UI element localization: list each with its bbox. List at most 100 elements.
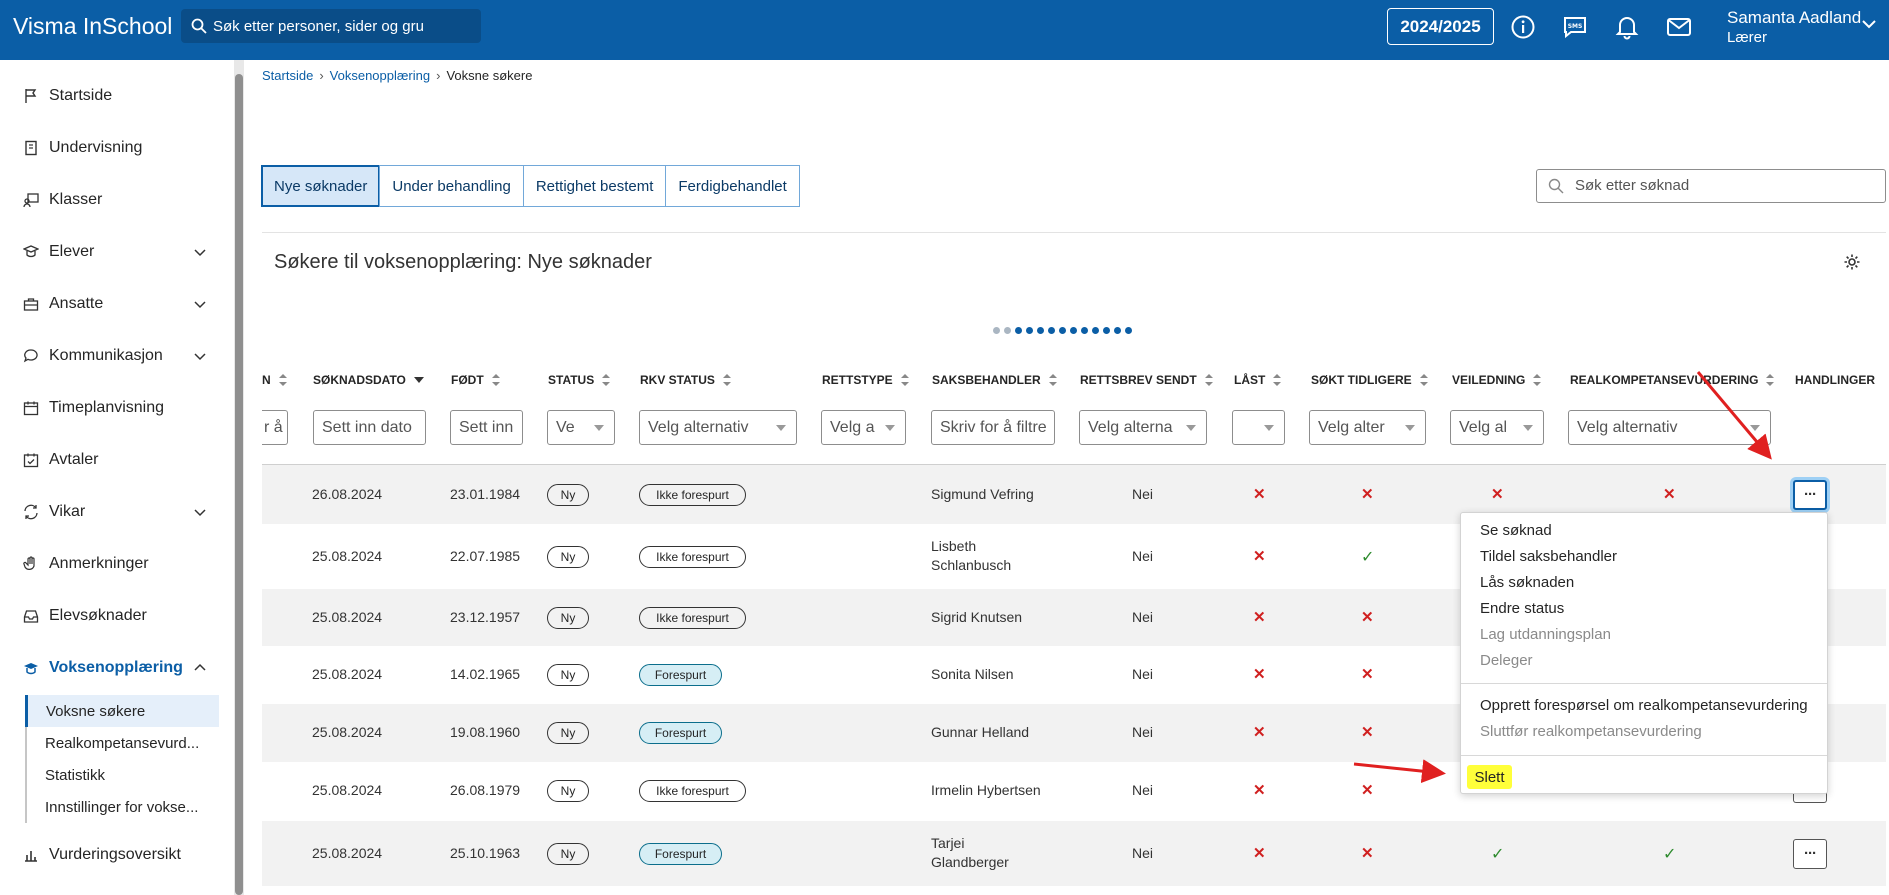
menu-item-las-soknaden[interactable]: Lås søknaden: [1480, 574, 1575, 591]
chevron-down-icon[interactable]: [193, 349, 207, 363]
scroll-dot[interactable]: [1059, 327, 1066, 334]
app-title[interactable]: Visma InSchool: [13, 13, 173, 39]
sort-icon[interactable]: [278, 374, 287, 386]
sidebar-item-elever[interactable]: Elever: [23, 238, 206, 266]
filter-fodt[interactable]: Sett inn: [450, 410, 523, 445]
tab-under-behandling[interactable]: Under behandling: [379, 165, 524, 207]
sort-icon[interactable]: [900, 374, 909, 386]
mail-icon[interactable]: [1666, 14, 1692, 40]
tab-nye-soknader[interactable]: Nye søknader: [261, 165, 381, 207]
scroll-dot[interactable]: [1048, 327, 1055, 334]
sort-icon[interactable]: [1419, 374, 1428, 386]
column-header-realkompetansevurdering[interactable]: REALKOMPETANSEVURDERING: [1570, 372, 1775, 388]
sidebar-item-undervisning[interactable]: Undervisning: [23, 134, 142, 162]
column-header-last[interactable]: LÅST: [1234, 372, 1282, 388]
menu-item-se-soknad[interactable]: Se søknad: [1480, 522, 1552, 539]
table-row[interactable]: [262, 821, 1886, 886]
sort-icon[interactable]: [1533, 374, 1542, 386]
tab-rettighet-bestemt[interactable]: Rettighet bestemt: [522, 165, 667, 207]
menu-item-tildel-saksbehandler[interactable]: Tildel saksbehandler: [1480, 548, 1618, 565]
school-year-button[interactable]: 2024/2025: [1387, 8, 1494, 45]
column-scroll-indicator[interactable]: [993, 327, 1136, 334]
scroll-dot[interactable]: [1070, 327, 1077, 334]
filter-realkompetansevurdering[interactable]: Velg alternativ: [1568, 410, 1771, 445]
sort-icon[interactable]: [1766, 374, 1775, 386]
subitem-realkompetansevurdering[interactable]: Realkompetansevurd...: [25, 727, 219, 759]
filter-sokt-tidligere[interactable]: Velg alter: [1309, 410, 1426, 445]
sort-icon[interactable]: [491, 374, 500, 386]
sort-icon[interactable]: [1204, 374, 1213, 386]
user-name[interactable]: Samanta Aadland: [1727, 8, 1862, 27]
chevron-up-icon[interactable]: [193, 661, 207, 675]
sort-icon[interactable]: [602, 374, 611, 386]
info-icon[interactable]: [1510, 14, 1536, 40]
filter-rettstype[interactable]: Velg a: [821, 410, 906, 445]
sidebar-item-avtaler[interactable]: Avtaler: [23, 446, 99, 474]
global-search[interactable]: [181, 9, 481, 43]
column-header-fodt[interactable]: FØDT: [451, 372, 500, 388]
filter-last[interactable]: [1232, 410, 1285, 445]
column-header-soknadsdato[interactable]: SØKNADSDATO: [313, 372, 424, 388]
scroll-dot[interactable]: [1103, 327, 1110, 334]
menu-item-endre-status[interactable]: Endre status: [1480, 600, 1565, 617]
tab-ferdigbehandlet[interactable]: Ferdigbehandlet: [665, 165, 800, 207]
column-header-rkv-status[interactable]: RKV STATUS: [640, 372, 731, 388]
scroll-dot[interactable]: [1081, 327, 1088, 334]
sidebar-item-ansatte[interactable]: Ansatte: [23, 290, 206, 318]
filter-rkv-status[interactable]: Velg alternativ: [639, 410, 797, 445]
filter-status[interactable]: Ve: [547, 410, 615, 445]
subitem-innstillinger[interactable]: Innstillinger for vokse...: [25, 791, 219, 823]
scroll-dot[interactable]: [1004, 327, 1011, 334]
subitem-statistikk[interactable]: Statistikk: [25, 759, 219, 791]
scroll-dot[interactable]: [1026, 327, 1033, 334]
actions-button-focused[interactable]: ···: [1793, 479, 1827, 510]
sort-desc-icon[interactable]: [413, 377, 424, 383]
column-header-partial[interactable]: N: [262, 372, 287, 388]
sidebar-item-startside[interactable]: Startside: [23, 82, 112, 110]
scroll-dot[interactable]: [1037, 327, 1044, 334]
subitem-voksne-sokere[interactable]: Voksne søkere: [25, 695, 219, 727]
column-header-saksbehandler[interactable]: SAKSBEHANDLER: [932, 372, 1057, 388]
chevron-down-icon[interactable]: [193, 505, 207, 519]
chevron-down-icon[interactable]: [1861, 18, 1877, 30]
chevron-down-icon[interactable]: [193, 245, 207, 259]
sms-icon[interactable]: SMS: [1562, 14, 1588, 40]
scroll-dot[interactable]: [1015, 327, 1022, 334]
sidebar-item-voksenopplaering[interactable]: Voksenopplæring: [23, 654, 206, 682]
sidebar-scroll-thumb[interactable]: [235, 74, 243, 895]
sidebar-item-kommunikasjon[interactable]: Kommunikasjon: [23, 342, 206, 370]
breadcrumb-startside[interactable]: Startside: [262, 68, 314, 83]
global-search-input[interactable]: [213, 16, 473, 36]
application-search[interactable]: [1536, 169, 1886, 203]
sort-icon[interactable]: [1048, 374, 1057, 386]
sort-icon[interactable]: [1273, 374, 1282, 386]
scroll-dot[interactable]: [1092, 327, 1099, 334]
breadcrumb-voksenopplaering[interactable]: Voksenopplæring: [329, 68, 431, 83]
menu-item-slett[interactable]: Slett: [1467, 765, 1512, 789]
filter-rettsbrev-sendt[interactable]: Velg alterna: [1079, 410, 1207, 445]
sidebar-item-vurderingsoversikt[interactable]: Vurderingsoversikt: [23, 841, 181, 869]
application-search-input[interactable]: [1575, 177, 1875, 194]
sort-icon[interactable]: [722, 374, 731, 386]
filter-soknadsdato[interactable]: Sett inn dato: [313, 410, 426, 445]
sidebar-item-timeplanvisning[interactable]: Timeplanvisning: [23, 394, 164, 422]
sidebar-item-anmerkninger[interactable]: Anmerkninger: [23, 550, 149, 578]
column-header-veiledning[interactable]: VEILEDNING: [1452, 372, 1542, 388]
filter-veiledning[interactable]: Velg al: [1450, 410, 1544, 445]
sidebar-item-elevsoknader[interactable]: Elevsøknader: [23, 602, 147, 630]
menu-item-opprett-foresporsel[interactable]: Opprett forespørsel om realkompetansevur…: [1480, 697, 1808, 714]
gear-icon[interactable]: [1843, 253, 1861, 271]
filter-partial[interactable]: r å: [262, 410, 288, 445]
actions-button[interactable]: ···: [1793, 838, 1827, 869]
column-header-rettsbrev-sendt[interactable]: RETTSBREV SENDT: [1080, 372, 1213, 388]
column-header-sokt-tidligere[interactable]: SØKT TIDLIGERE: [1311, 372, 1428, 388]
bell-icon[interactable]: [1614, 14, 1640, 40]
column-header-rettstype[interactable]: RETTSTYPE: [822, 372, 909, 388]
sidebar-item-klasser[interactable]: Klasser: [23, 186, 102, 214]
scroll-dot[interactable]: [993, 327, 1000, 334]
scroll-dot[interactable]: [1125, 327, 1132, 334]
sidebar-item-vikar[interactable]: Vikar: [23, 498, 206, 526]
chevron-down-icon[interactable]: [193, 297, 207, 311]
column-header-status[interactable]: STATUS: [548, 372, 611, 388]
filter-saksbehandler[interactable]: Skriv for å filtre: [931, 410, 1055, 445]
